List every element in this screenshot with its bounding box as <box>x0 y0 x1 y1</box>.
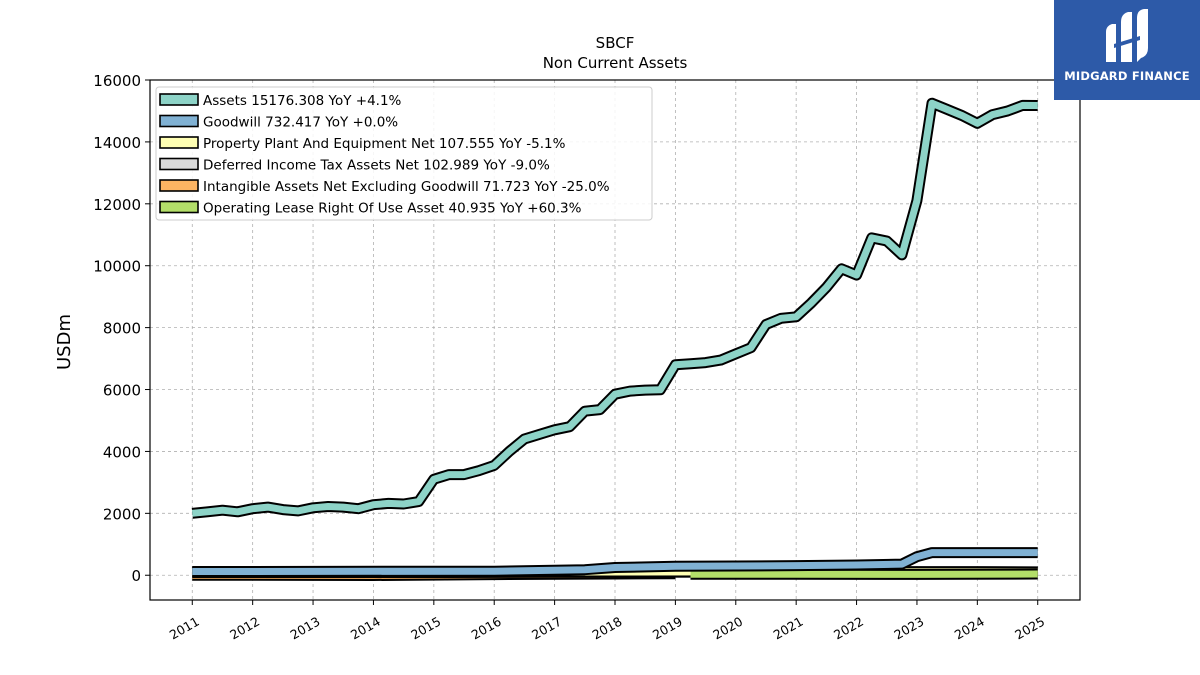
series-0 <box>191 97 1038 519</box>
legend-swatch <box>159 157 199 171</box>
x-tick-label: 2020 <box>710 614 745 643</box>
y-tick-label: 16000 <box>93 72 141 90</box>
series-line <box>192 549 1038 575</box>
y-tick-label: 14000 <box>93 134 141 152</box>
legend-label: Assets 15176.308 YoY +4.1% <box>203 93 402 109</box>
legend-label: Deferred Income Tax Assets Net 102.989 Y… <box>203 158 550 174</box>
legend-swatch <box>159 93 199 106</box>
legend-label: Operating Lease Right Of Use Asset 40.93… <box>203 201 582 217</box>
brand-logo: MIDGARD FINANCE <box>1054 0 1200 100</box>
x-tick-label: 2022 <box>831 614 866 643</box>
x-tick-label: 2016 <box>469 614 504 643</box>
legend-swatch <box>159 179 199 192</box>
y-tick-label: 10000 <box>93 258 141 276</box>
legend-swatch <box>159 114 199 128</box>
x-tick-label: 2014 <box>348 614 383 643</box>
series-layer <box>191 97 1038 581</box>
legend-label: Intangible Assets Net Excluding Goodwill… <box>203 179 610 195</box>
y-tick-label: 4000 <box>103 443 141 461</box>
x-tick-label: 2011 <box>167 614 202 643</box>
chart-title: SBCF <box>596 34 635 52</box>
y-tick-label: 2000 <box>103 505 141 523</box>
y-tick-label: 0 <box>131 567 141 585</box>
x-axis: 2011 2012 2013 2014 2015 2016 2017 2018 2019 2020… <box>167 600 1047 643</box>
series-line <box>191 99 1038 517</box>
legend-label: Property Plant And Equipment Net 107.555… <box>203 136 566 152</box>
chart-subtitle: Non Current Assets <box>543 54 688 72</box>
legend-box <box>155 86 653 221</box>
x-tick-label: 2013 <box>288 614 323 643</box>
y-tick-label: 12000 <box>93 196 141 214</box>
y-axis-label: USDm <box>54 314 75 370</box>
x-tick-label: 2017 <box>529 614 564 643</box>
y-tick-label: 6000 <box>103 382 141 400</box>
x-tick-label: 2019 <box>650 614 685 643</box>
y-axis: 0 2000 4000 6000 8000 10000 12000 14000 16000 <box>93 72 150 585</box>
legend: Assets 15176.308 YoY +4.1% Goodwill 732.4… <box>155 86 653 221</box>
legend-label: Goodwill 732.417 YoY +0.0% <box>203 115 398 131</box>
logo-mark-icon <box>1106 9 1148 62</box>
legend-swatch <box>159 200 199 214</box>
y-tick-label: 8000 <box>103 320 141 338</box>
x-tick-label: 2018 <box>589 614 624 643</box>
x-tick-label: 2015 <box>408 614 443 643</box>
logo-text: MIDGARD FINANCE <box>1064 69 1190 83</box>
x-tick-label: 2023 <box>891 614 926 643</box>
x-tick-label: 2025 <box>1012 614 1047 643</box>
x-tick-label: 2024 <box>952 614 987 643</box>
series-1 <box>192 547 1038 577</box>
x-tick-label: 2012 <box>227 614 262 643</box>
x-tick-label: 2021 <box>771 614 806 643</box>
legend-swatch <box>159 136 199 149</box>
